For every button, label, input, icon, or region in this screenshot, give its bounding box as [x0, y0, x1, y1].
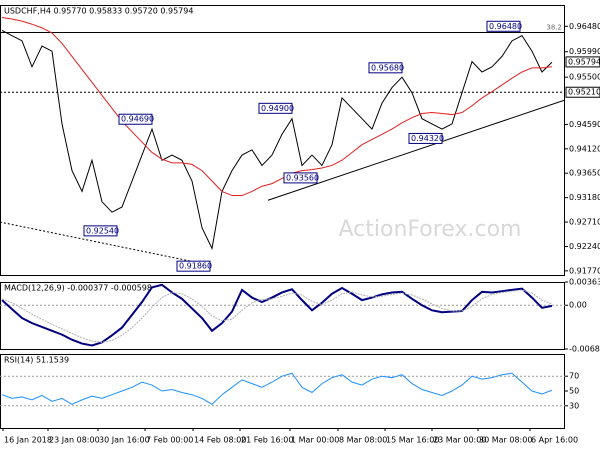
price-tag-box [565, 56, 600, 68]
x-tick-label: 30 Jan 16:00 [99, 436, 150, 445]
y-tick-label: 0.93650 [569, 169, 600, 178]
annotation-label: 0.94900 [261, 104, 294, 113]
annotation-label: 0.94320 [411, 134, 444, 143]
x-tick-label: 23 Mar 00:00 [433, 436, 486, 445]
annotation-box [258, 102, 293, 114]
y-tick-label: 0.00 [569, 301, 587, 310]
y-tick-label: 0.93180 [569, 193, 600, 202]
x-tick-label: 15 Mar 16:00 [386, 436, 439, 445]
x-tick-label: 30 Mar 08:00 [479, 436, 532, 445]
y-tick-label: 0.003638 [569, 278, 600, 287]
y-tick-label: -0.006850 [569, 345, 600, 354]
annotation-label: 0.94690 [121, 115, 154, 124]
series-line [1, 29, 553, 251]
trendline [267, 99, 566, 201]
y-tick-label: 0.95990 [569, 47, 600, 56]
x-tick-label: 23 Jan 08:00 [49, 436, 100, 445]
panel-title: MACD(12,26,9) -0.000377 -0.000598 [4, 284, 152, 293]
panel-title: USDCHF,H4 0.95770 0.95833 0.95720 0.9579… [4, 7, 193, 16]
x-tick-label: 14 Feb 08:00 [194, 436, 246, 445]
y-tick-label: 0.94120 [569, 144, 600, 153]
annotation-box [176, 260, 211, 272]
y-tick-label: 50 [569, 387, 579, 396]
x-tick-label: 8 Mar 08:00 [339, 436, 387, 445]
x-tick-label: 7 Feb 00:00 [146, 436, 193, 445]
series-line [1, 16, 553, 197]
annotation-box [408, 132, 443, 144]
annotation-label: 0.92540 [86, 226, 119, 235]
x-tick-label: 16 Jan 2018 [4, 436, 52, 445]
y-tick-label: 0.92710 [569, 218, 600, 227]
series-line [1, 289, 553, 343]
y-tick-label: 0.92240 [569, 242, 600, 251]
x-tick-label: 1 Mar 00:00 [291, 436, 339, 445]
price-tag: 0.95794 [568, 57, 600, 66]
annotation-box [486, 20, 521, 32]
annotation-label: 0.96480 [489, 22, 522, 31]
y-tick-label: 0.95500 [569, 73, 600, 82]
annotation-box [368, 62, 403, 74]
x-tick-label: 6 Apr 16:00 [531, 436, 578, 445]
annotation-box [118, 113, 153, 125]
x-tick-label: 21 Feb 16:00 [241, 436, 293, 445]
annotation-label: 0.93560 [286, 173, 319, 182]
y-tick-label: 30 [569, 401, 579, 410]
price-tag: 0.95210 [568, 88, 600, 97]
price-tag-box [565, 86, 600, 98]
annotation-box [83, 225, 118, 237]
y-tick-label: 0.96480 [569, 22, 600, 31]
annotation-label: 0.91860 [179, 262, 212, 271]
panel-title: RSI(14) 51.1539 [4, 356, 69, 365]
y-tick-label: 0.94590 [569, 120, 600, 129]
panel-frame [0, 354, 565, 429]
watermark: ActionForex.com [339, 217, 522, 242]
annotation-label: 0.95680 [371, 63, 404, 72]
panel-frame [0, 282, 565, 350]
y-tick-label: 70 [569, 372, 579, 381]
y-tick-label: 0.91770 [569, 266, 600, 275]
annotation-box [283, 172, 318, 184]
level-label: 38.2 [546, 24, 562, 32]
panel-frame [0, 5, 565, 276]
series-line [1, 372, 553, 405]
